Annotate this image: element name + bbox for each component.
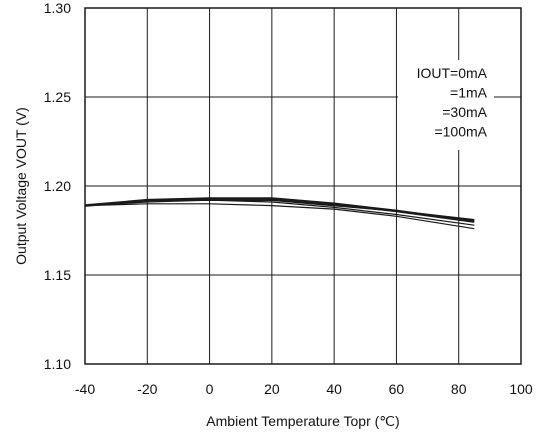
- x-tick-label: 60: [389, 381, 405, 397]
- y-tick-label: 1.30: [44, 0, 71, 16]
- legend-entry: IOUT=0mA: [417, 65, 488, 81]
- x-tick-label: 100: [509, 381, 533, 397]
- legend-entry: =100mA: [434, 124, 487, 140]
- series-line-1: [84, 203, 475, 230]
- y-tick-label: 1.15: [44, 267, 71, 283]
- y-tick-label: 1.20: [44, 178, 71, 194]
- legend: IOUT=0mA =1mA =30mA =100mA: [398, 60, 494, 150]
- series-line-2: [84, 199, 475, 226]
- x-tick-label: -40: [75, 381, 95, 397]
- legend-entry: =30mA: [442, 104, 487, 120]
- y-tick-label: 1.25: [44, 89, 71, 105]
- plot-area-frame: [84, 7, 522, 365]
- x-axis-title: Ambient Temperature Topr (℃): [206, 413, 399, 429]
- legend-background: [398, 60, 494, 150]
- x-tick-label: 20: [264, 381, 280, 397]
- y-tick-label: 1.10: [44, 356, 71, 372]
- x-tick-label: -20: [137, 381, 157, 397]
- x-tick-label: 80: [451, 381, 467, 397]
- series-lines: [84, 197, 475, 230]
- x-tick-label: 0: [206, 381, 214, 397]
- tick-labels: -40 -20 0 20 40 60 80 100 1.10 1.15 1.20 1.25 1.30: [44, 0, 533, 397]
- x-tick-label: 40: [326, 381, 342, 397]
- legend-entry: =1mA: [450, 85, 488, 101]
- y-axis-title: Output Voltage VOUT (V): [13, 107, 29, 265]
- series-line-4: [84, 197, 475, 223]
